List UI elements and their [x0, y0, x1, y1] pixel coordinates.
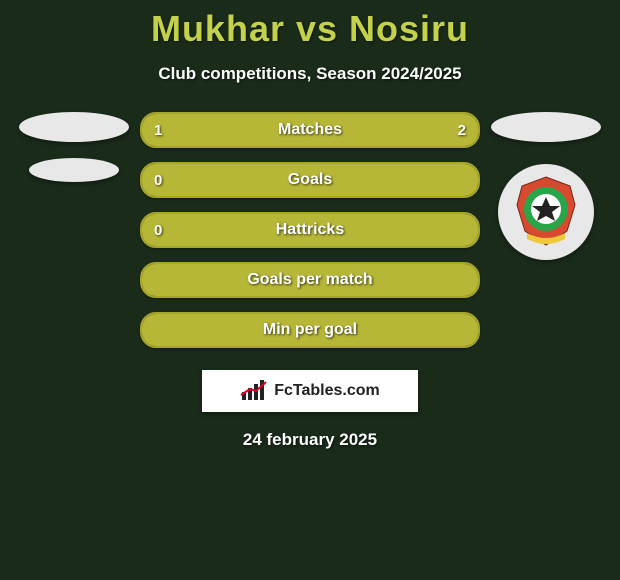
stat-label: Goals: [142, 164, 478, 196]
stat-value-left: 1: [154, 114, 162, 146]
source-logo-text: FcTables.com: [274, 382, 380, 400]
main-row: Matches12Goals0Hattricks0Goals per match…: [0, 112, 620, 348]
page-subtitle: Club competitions, Season 2024/2025: [0, 64, 620, 84]
stat-label: Goals per match: [142, 264, 478, 296]
stat-label: Hattricks: [142, 214, 478, 246]
stat-label: Matches: [142, 114, 478, 146]
club-crest-icon: [507, 173, 585, 251]
footer-date: 24 february 2025: [0, 430, 620, 450]
stat-bar: Goals per match: [140, 262, 480, 298]
stats-column: Matches12Goals0Hattricks0Goals per match…: [140, 112, 480, 348]
bar-chart-icon: [240, 380, 268, 402]
stat-value-left: 0: [154, 164, 162, 196]
stat-bar: Goals0: [140, 162, 480, 198]
stat-bar: Matches1 2: [140, 112, 480, 148]
club-badge-right: [498, 164, 594, 260]
club-badge-left: [29, 158, 119, 182]
source-logo: FcTables.com: [202, 370, 418, 412]
player-avatar-right: [491, 112, 601, 142]
page-title: Mukhar vs Nosiru: [0, 0, 620, 50]
comparison-card: Mukhar vs Nosiru Club competitions, Seas…: [0, 0, 620, 580]
right-player-col: [492, 112, 600, 260]
stat-bar: Hattricks0: [140, 212, 480, 248]
stat-value-right: 2: [458, 114, 466, 146]
stat-bar: Min per goal: [140, 312, 480, 348]
player-avatar-left: [19, 112, 129, 142]
left-player-col: [20, 112, 128, 182]
stat-value-left: 0: [154, 214, 162, 246]
stat-label: Min per goal: [142, 314, 478, 346]
